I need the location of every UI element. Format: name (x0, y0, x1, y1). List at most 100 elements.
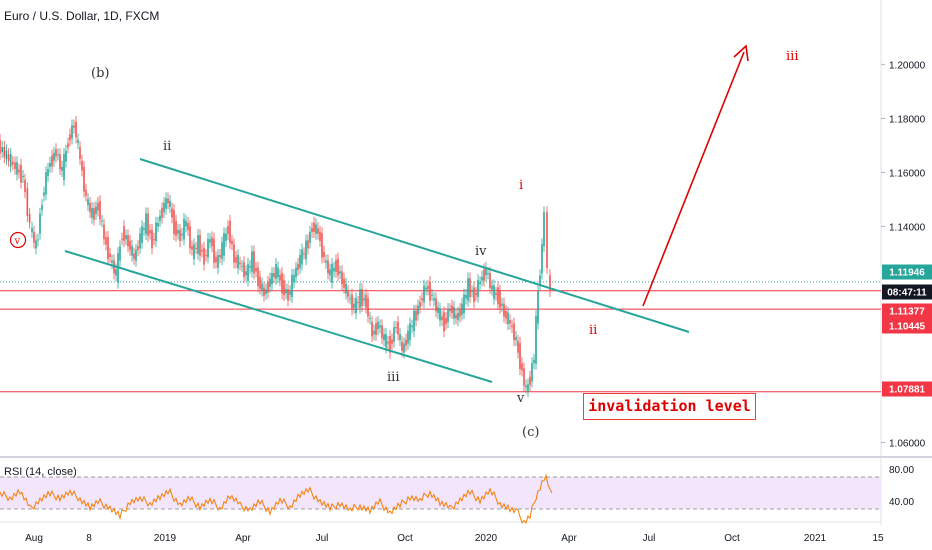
candle-body (527, 384, 529, 392)
candle-body (249, 266, 251, 268)
candle-body (67, 143, 69, 148)
candle-body (183, 218, 185, 240)
candle-body (85, 189, 87, 196)
candle-body (487, 273, 489, 275)
candle-body (133, 253, 135, 259)
price-axis[interactable]: 1.20000 1.18000 1.16000 1.14000 1.06000 (881, 60, 926, 449)
candle-body (221, 242, 223, 260)
candle-body (245, 271, 247, 276)
candle-body (215, 257, 217, 263)
candle-body (353, 303, 355, 308)
candle-body (409, 323, 411, 341)
candle-body (441, 316, 443, 321)
candle-body (341, 271, 343, 285)
candle-body (493, 285, 495, 299)
candle-body (539, 275, 541, 286)
candle-body (77, 139, 79, 144)
candle-body (105, 237, 107, 245)
channel-upper-line[interactable] (139, 158, 690, 333)
candle-body (507, 312, 509, 325)
candle-body (109, 253, 111, 257)
candle-body (20, 164, 22, 183)
candle-body (333, 267, 335, 272)
candle-body (375, 323, 377, 335)
candle-body (115, 269, 117, 276)
candle-body (139, 233, 141, 249)
candle-body (28, 214, 31, 223)
candle-body (463, 294, 465, 314)
candle-body (163, 202, 165, 213)
candle-body (223, 233, 225, 256)
candle-body (359, 289, 361, 308)
candle-body (407, 330, 409, 344)
candle-body (351, 294, 353, 310)
candle-body (93, 208, 95, 220)
candle-body (477, 280, 479, 297)
candle-body (283, 280, 285, 296)
candle-body (429, 281, 431, 301)
candle-body (55, 149, 57, 157)
projection-arrow[interactable] (642, 51, 745, 307)
candle-body (533, 359, 535, 364)
time-tick-label: 2019 (154, 533, 177, 544)
rsi-title[interactable]: RSI (14, close) (4, 466, 77, 478)
candle-body (53, 152, 55, 161)
candle-body (525, 385, 527, 388)
candle-body (217, 255, 219, 269)
candle-body (367, 298, 369, 317)
candle-body (193, 244, 195, 260)
candle-body (207, 238, 209, 258)
candle-body (495, 293, 497, 295)
wave-label-iii: iii (387, 370, 399, 385)
candle-body (24, 179, 26, 193)
candle-body (519, 343, 521, 370)
candle-body (75, 121, 77, 138)
wave-label-ii: ii (163, 139, 171, 154)
candle-body (395, 327, 397, 329)
candle-body (265, 289, 267, 294)
candle-body (79, 147, 81, 159)
candle-body (209, 239, 211, 243)
candle-body (227, 226, 229, 235)
candle-body (65, 150, 67, 162)
candle-body (363, 298, 365, 301)
candle-body (481, 276, 483, 281)
candle-body (45, 172, 47, 195)
candle-body (305, 240, 307, 260)
rsi-tick-40: 40.00 (889, 497, 914, 508)
rsi-tick-80: 80.00 (889, 465, 914, 476)
candle-body (95, 206, 97, 214)
candle-body (111, 260, 113, 263)
candle-body (365, 294, 367, 308)
candle-body (319, 231, 321, 241)
candle-body (431, 294, 433, 296)
candle-body (123, 226, 125, 242)
candle-body (119, 246, 121, 261)
candle-body (5, 150, 8, 160)
price-badge: 1.07881 (882, 381, 932, 397)
candle-body (377, 321, 379, 330)
time-axis[interactable]: Aug 8 2019 Apr Jul Oct 2020 Apr Jul Oct 2021 15 (25, 533, 884, 544)
channel-lower-line[interactable] (64, 250, 493, 383)
main-pane[interactable] (0, 0, 881, 456)
price-badge: 1.11946 (882, 264, 932, 280)
candle-body (459, 308, 461, 317)
candle-body (51, 155, 53, 167)
wave-label-v: v (516, 391, 525, 406)
candle-body (225, 233, 227, 241)
candle-body (39, 213, 41, 234)
candle-body (345, 283, 347, 294)
candle-body (247, 263, 249, 281)
candle-body (479, 282, 481, 284)
wave-label-red-i: i (519, 178, 523, 193)
symbol-title[interactable]: Euro / U.S. Dollar, 1D, FXCM (4, 9, 160, 23)
candle-body (289, 291, 291, 295)
time-tick-label: Oct (724, 533, 740, 544)
candle-body (339, 271, 341, 274)
candle-body (87, 199, 89, 206)
candle-body (239, 262, 241, 265)
time-tick-label: Aug (25, 533, 43, 544)
candle-body (161, 208, 163, 218)
candle-body (181, 233, 183, 236)
